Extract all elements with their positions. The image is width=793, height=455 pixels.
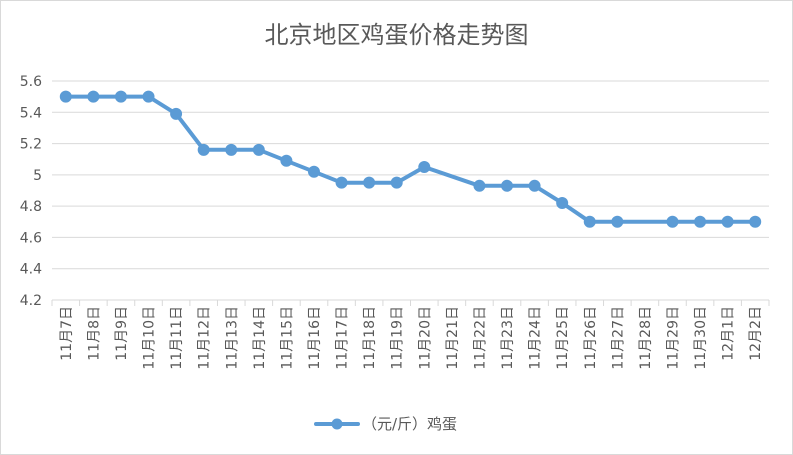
y-tick-label: 4.4 xyxy=(20,262,42,278)
data-point xyxy=(749,215,762,228)
x-tick-label: 11月24日 xyxy=(528,306,544,370)
data-point xyxy=(556,197,569,210)
x-tick-label: 11月21日 xyxy=(445,306,461,370)
x-tick-label: 12月2日 xyxy=(748,306,764,361)
y-tick-label: 4.2 xyxy=(20,293,42,309)
data-point xyxy=(87,90,100,103)
x-tick-label: 12月1日 xyxy=(721,306,737,361)
x-tick-label: 11月29日 xyxy=(665,306,681,370)
gridlines xyxy=(52,80,769,301)
y-tick-label: 4.8 xyxy=(20,199,42,215)
y-tick-label: 5.4 xyxy=(20,105,42,121)
legend-label: （元/斤）鸡蛋 xyxy=(362,415,457,433)
data-point xyxy=(390,176,403,189)
x-tick-label: 11月12日 xyxy=(197,306,213,370)
x-tick-label: 11月30日 xyxy=(693,306,709,370)
y-tick-label: 5.2 xyxy=(20,137,42,153)
y-tick-label: 5 xyxy=(33,168,42,184)
data-point xyxy=(363,176,376,189)
data-point xyxy=(197,143,210,156)
x-tick-label: 11月11日 xyxy=(169,306,185,370)
data-point xyxy=(225,143,238,156)
x-tick-label: 11月23日 xyxy=(500,306,516,370)
data-point xyxy=(335,176,348,189)
legend: （元/斤）鸡蛋 xyxy=(314,415,457,433)
x-tick-label: 11月15日 xyxy=(279,306,295,370)
data-point xyxy=(280,154,293,167)
x-tick-label: 11月27日 xyxy=(610,306,626,370)
data-point xyxy=(528,179,541,192)
data-point xyxy=(694,215,707,228)
x-tick-label: 11月13日 xyxy=(224,306,240,370)
x-tick-label: 11月14日 xyxy=(252,306,268,370)
series-layer xyxy=(59,90,762,228)
x-tick-label: 11月26日 xyxy=(583,306,599,370)
x-tick-label: 11月10日 xyxy=(142,306,158,370)
x-tick-label: 11月17日 xyxy=(335,306,351,370)
data-point xyxy=(418,161,431,174)
series-line-0 xyxy=(63,94,758,224)
data-point xyxy=(114,90,127,103)
data-point xyxy=(666,215,679,228)
x-tick-label: 11月18日 xyxy=(362,306,378,370)
data-point xyxy=(721,215,734,228)
legend-marker xyxy=(331,418,343,430)
data-point xyxy=(501,179,514,192)
data-point xyxy=(170,107,183,120)
data-point xyxy=(142,90,155,103)
data-point xyxy=(473,179,486,192)
x-tick-label: 11月16日 xyxy=(307,306,323,370)
x-tick-label: 11月8日 xyxy=(86,306,102,361)
chart-title: 北京地区鸡蛋价格走势图 xyxy=(264,21,529,49)
data-point xyxy=(59,90,72,103)
x-tick-label: 11月9日 xyxy=(114,306,130,361)
x-tick-label: 11月20日 xyxy=(417,306,433,370)
y-axis-ticks: 4.2 4.4 4.6 4.8 5 5.2 5.4 5.6 xyxy=(20,74,42,309)
data-point xyxy=(583,215,596,228)
x-tick-label: 11月19日 xyxy=(390,306,406,370)
x-tick-label: 11月7日 xyxy=(59,306,75,361)
x-tick-label: 11月25日 xyxy=(555,306,571,370)
x-tick-label: 11月28日 xyxy=(638,306,654,370)
data-point xyxy=(307,165,320,178)
y-tick-label: 4.6 xyxy=(20,230,42,246)
y-tick-label: 5.6 xyxy=(20,74,42,90)
data-point xyxy=(611,215,624,228)
data-point xyxy=(252,143,265,156)
x-axis-ticks: 11月7日 11月8日 11月9日 11月10日 11月11日 11月12日 11月13日 1… xyxy=(51,300,770,370)
x-tick-label: 11月22日 xyxy=(472,306,488,370)
